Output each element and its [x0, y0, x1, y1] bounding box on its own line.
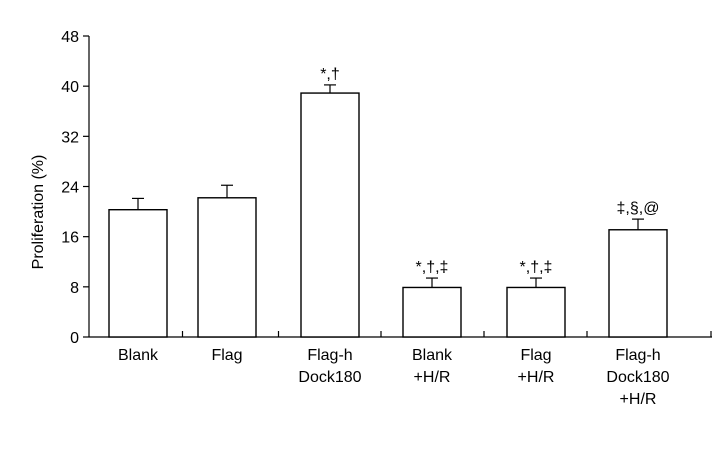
x-category-label: Flag — [520, 347, 551, 364]
significance-label: *,†,‡ — [416, 259, 449, 276]
x-category-label: Blank — [118, 347, 159, 364]
y-tick-label: 48 — [61, 29, 79, 46]
bar — [506, 286, 566, 338]
significance-label: *,†,‡ — [520, 259, 553, 276]
x-category-label: +H/R — [620, 391, 657, 408]
x-category-label: +H/R — [518, 369, 555, 386]
y-tick-label: 0 — [70, 330, 79, 347]
y-tick-label: 32 — [61, 129, 79, 146]
y-axis: 0 8 16 24 32 40 48 — [61, 29, 90, 347]
bar — [402, 286, 462, 338]
bar — [608, 229, 668, 338]
x-category-label: +H/R — [414, 369, 451, 386]
x-category-label: Flag-h — [615, 347, 660, 364]
x-category-label: Flag-h — [307, 347, 352, 364]
x-category-label: Dock180 — [298, 369, 361, 386]
y-tick-label: 16 — [61, 230, 79, 247]
bar — [197, 197, 257, 338]
x-axis: Blank Flag Flag-h Dock180 Blank +H/R Flag +H/R F… — [89, 331, 712, 408]
y-tick-label: 40 — [61, 79, 79, 96]
y-tick-label: 8 — [70, 280, 79, 297]
bar — [108, 209, 168, 338]
x-category-label: Flag — [211, 347, 242, 364]
y-axis-title: Proliferation (%) — [30, 155, 47, 270]
significance-label: *,† — [320, 66, 340, 83]
x-category-label: Dock180 — [606, 369, 669, 386]
bars: *,† *,†,‡ *,†,‡ ‡,§,@ — [108, 66, 668, 338]
bar — [300, 92, 360, 338]
significance-label: ‡,§,@ — [617, 200, 660, 217]
y-tick-label: 24 — [61, 180, 79, 197]
x-category-label: Blank — [412, 347, 453, 364]
